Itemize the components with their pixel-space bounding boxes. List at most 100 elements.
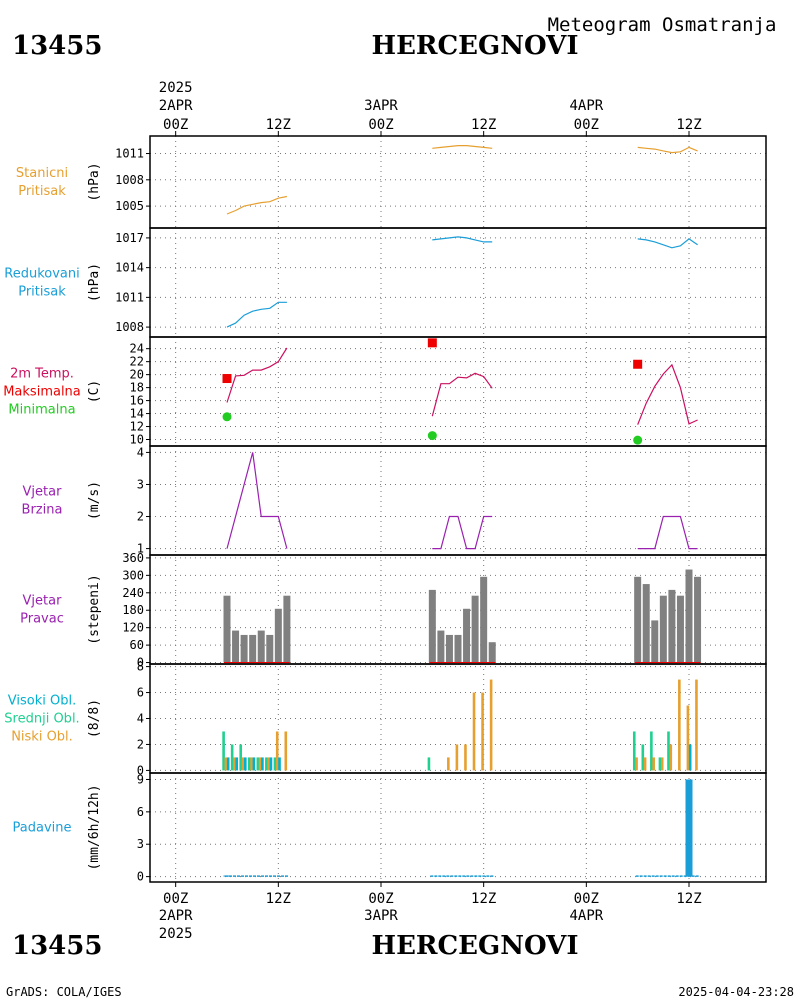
direction-bar [651,620,659,663]
cloud-bar [267,757,270,771]
y-tick-label: 24 [130,342,144,356]
cloud-bar [233,757,236,771]
station-name-bottom: HERCEGNOVI [372,931,579,961]
y-tick-label: 2 [137,737,144,751]
direction-bar [471,595,479,663]
direction-bar [694,576,702,663]
cloud-bar [261,757,264,771]
panel-frame [149,336,767,447]
cloud-bar [669,744,673,771]
cloud-bar [643,757,647,771]
direction-bar [634,576,642,663]
cloud-bar [455,744,459,771]
y-axis-unit: (hPa) [87,162,102,201]
cloud-bar [658,757,662,771]
direction-bar [668,589,676,663]
y-tick-label: 0 [137,870,144,884]
y-axis-unit: (mm/6h/12h) [87,784,102,870]
cloud-bar [269,757,273,771]
y-axis-unit: (8/8) [87,699,102,738]
direction-bar [454,634,462,663]
x-tick-label-bottom: 00Z [368,891,393,907]
cloud-bar [660,757,664,771]
day-label-top: 3APR [364,98,398,114]
series-line [431,372,493,417]
panel-label: Redukovani [4,267,79,282]
cloud-bar [635,757,638,771]
y-tick-label: 60 [130,638,144,652]
direction-bar [283,595,291,663]
series-line [432,515,493,550]
cloud-bar [252,757,256,771]
cloud-bar [489,679,493,771]
y-axis-unit: (stepeni) [87,574,102,644]
series-line [432,145,493,149]
y-tick-label: 300 [122,568,144,582]
panel-label: Srednji Obl. [4,712,79,727]
tmax-marker [427,338,437,348]
cloud-bar [278,757,281,771]
direction-bar [488,642,496,663]
y-tick-label: 8 [137,660,144,674]
x-tick-label-bottom: 12Z [266,891,291,907]
direction-bar [685,569,693,663]
direction-bar [266,634,274,663]
cloud-bar [235,757,239,771]
y-tick-label: 1 [137,542,144,556]
cloud-bar [481,692,484,771]
series-line [637,363,698,425]
tmax-marker [633,359,643,369]
series-line [226,195,288,215]
cloud-bar [641,744,645,771]
year-label-top: 2025 [159,80,193,96]
tmin-marker [633,435,643,445]
x-tick-label-top: 12Z [471,117,496,133]
y-tick-label: 18 [130,381,144,395]
y-tick-label: 6 [137,686,144,700]
cloud-bar [265,757,268,771]
direction-bar [249,634,257,663]
precip-bar [223,875,231,877]
panel-frame [149,445,767,556]
series-line [637,238,698,249]
series-line [637,515,698,550]
cloud-bar [650,731,653,771]
direction-bar [257,630,265,663]
cloud-bar [241,757,245,771]
cloud-bar [250,757,253,771]
x-tick-label-top: 12Z [676,117,701,133]
x-tick-label-bottom: 12Z [471,891,496,907]
series-line [637,146,698,154]
y-tick-label: 360 [122,551,144,565]
x-tick-label-top: 00Z [368,117,393,133]
y-tick-label: 1011 [115,290,144,304]
direction-bar [480,576,488,663]
cloud-bar [695,679,698,771]
y-tick-label: 9 [137,772,144,786]
station-name-top: HERCEGNOVI [372,31,579,61]
direction-bar [274,608,282,663]
x-tick-label-bottom: 12Z [676,891,701,907]
day-label-top: 4APR [569,98,603,114]
panel-frame [149,772,767,883]
y-tick-label: 4 [137,712,144,726]
y-tick-label: 0 [137,656,144,670]
footer-credit: GrADS: COLA/IGES [6,985,122,999]
cloud-bar [472,692,476,771]
x-tick-label-top: 12Z [266,117,291,133]
y-tick-label: 1011 [115,147,144,161]
cloud-bar [652,757,655,771]
y-tick-label: 4 [137,445,144,459]
panel-label: Pritisak [18,184,66,199]
y-tick-label: 12 [130,420,144,434]
series-line [226,452,288,549]
panel-frame [149,135,767,229]
x-tick-label-top: 00Z [574,117,599,133]
cloud-bar [258,757,262,771]
direction-bar [659,595,667,663]
y-tick-label: 1005 [115,199,144,213]
panel-label: Brzina [22,503,63,518]
cloud-bar [256,757,260,771]
direction-bar [240,634,248,663]
